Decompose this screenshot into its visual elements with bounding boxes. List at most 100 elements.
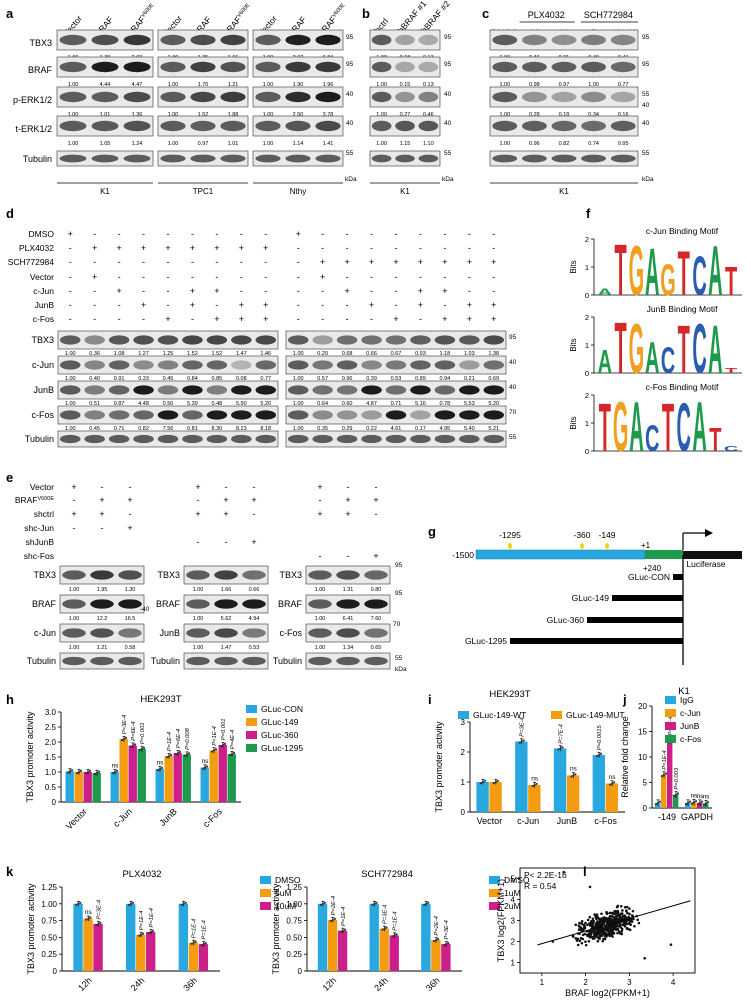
motif-letter: T [615, 309, 627, 389]
significance-label: P=0.0015 [597, 725, 603, 751]
blot-band [551, 120, 577, 132]
significance-label: P=1E-4 [341, 907, 347, 927]
blot-band [182, 335, 203, 345]
construct-label: GLuc-1295 [465, 636, 507, 646]
motif-letter: T [678, 311, 690, 388]
blot-band [483, 434, 505, 444]
blot-band [108, 410, 130, 420]
scatter-point [613, 912, 617, 916]
blot-band [410, 434, 431, 444]
x-tick-label: c-Jun [517, 816, 539, 826]
motif-letter: C [724, 445, 739, 453]
blot-band [118, 656, 142, 666]
blot-band [91, 91, 119, 103]
sign: - [118, 300, 121, 310]
kda-marker: 55 [395, 655, 403, 662]
row-label-JunB: JunB [159, 628, 180, 638]
blot-row [369, 150, 441, 167]
blot-band [385, 360, 407, 370]
quant-value: 1.15 [400, 141, 411, 147]
sign: - [346, 229, 349, 239]
blot-band [118, 599, 142, 609]
significance-label: P=1E-4 [212, 726, 218, 746]
blot-band [62, 628, 86, 638]
quant-value: 1.00 [193, 587, 204, 593]
quant-value: 1.00 [376, 112, 387, 118]
quant-value: 1.00 [68, 141, 79, 147]
significance-label: P=0.001 [140, 722, 146, 744]
kda-marker: 40 [444, 91, 452, 98]
sign: - [93, 286, 96, 296]
blot-band [108, 434, 130, 444]
y-tick-label: 0 [52, 798, 57, 807]
quant-value: 0.45 [89, 426, 100, 432]
panel-c: cPLX4032SCH772984DMSO1020510/μM1.000.460… [482, 6, 654, 196]
quant-value: 1.00 [168, 141, 179, 147]
scatter-point [591, 920, 595, 923]
blot-band [59, 34, 87, 46]
blot-band [418, 120, 439, 132]
blot-BRAF [157, 56, 249, 78]
legend-label: JunB [680, 721, 700, 731]
quant-value: 8.30 [212, 426, 223, 432]
blot-band [418, 91, 439, 103]
blot-BRAF [56, 56, 154, 78]
blot-p-ERK1/2 [157, 86, 249, 108]
bar [126, 903, 136, 971]
blot-band [157, 335, 179, 345]
blot-band [483, 335, 505, 345]
scatter-point [628, 912, 631, 916]
bar [128, 745, 137, 802]
scatter-point [593, 925, 596, 928]
bar [605, 783, 619, 812]
data-point [156, 768, 160, 772]
blot-c-Jun [59, 623, 145, 643]
motif-tick-label: 0 [585, 369, 589, 378]
panel-g: g -1500 +1 +240 Luciferase -1295 -360 -149 GLuc-… [428, 524, 742, 665]
kda-marker: 95 [509, 334, 517, 341]
quant-value: 1.00 [376, 82, 387, 88]
blot-TBX3 [56, 29, 154, 51]
sign: - [370, 314, 373, 324]
blot-band [336, 570, 360, 580]
quant-value: 0.51 [89, 401, 100, 407]
cell-line-label: K1 [559, 187, 569, 196]
data-point [373, 902, 376, 905]
blot-band [287, 434, 309, 444]
binding-site-marker [605, 543, 609, 549]
sign: - [370, 229, 373, 239]
blot-row [489, 150, 639, 167]
sign: - [225, 482, 228, 492]
bar [379, 928, 389, 971]
condition-label: Vector [30, 272, 54, 282]
blot-band [364, 570, 388, 580]
row-label-TBX3: TBX3 [29, 38, 52, 48]
quant-value: 16.5 [125, 616, 136, 622]
blot-band [371, 61, 392, 73]
quant-value: 0.94 [440, 376, 451, 382]
blot-band [521, 154, 547, 163]
sign: + [165, 243, 170, 253]
blot-band [255, 360, 277, 370]
sign: - [73, 523, 76, 533]
y-tick-label: 0 [53, 967, 58, 976]
blot-band [118, 570, 142, 580]
quant-value: 1.10 [423, 141, 434, 147]
bar [476, 782, 489, 812]
blot-band [59, 335, 81, 345]
kda-marker: 40 [509, 359, 517, 366]
bar [155, 769, 164, 802]
sign: + [373, 551, 378, 561]
y-tick-label: 1 [511, 959, 516, 968]
significance-label: P=1E-4 [192, 919, 198, 939]
motif-letter: G [629, 232, 645, 311]
legend-swatch [246, 731, 257, 739]
blot-band [108, 385, 130, 395]
blot-band [395, 91, 415, 103]
scatter-point [596, 939, 600, 943]
significance-label: P=1E-4 [139, 911, 145, 931]
y-tick-label: 0.75 [41, 917, 57, 926]
cell-line-label: Nthy [290, 187, 306, 196]
motif-tick-label: 1 [585, 419, 589, 428]
x-tick-label: 12h [76, 975, 94, 993]
